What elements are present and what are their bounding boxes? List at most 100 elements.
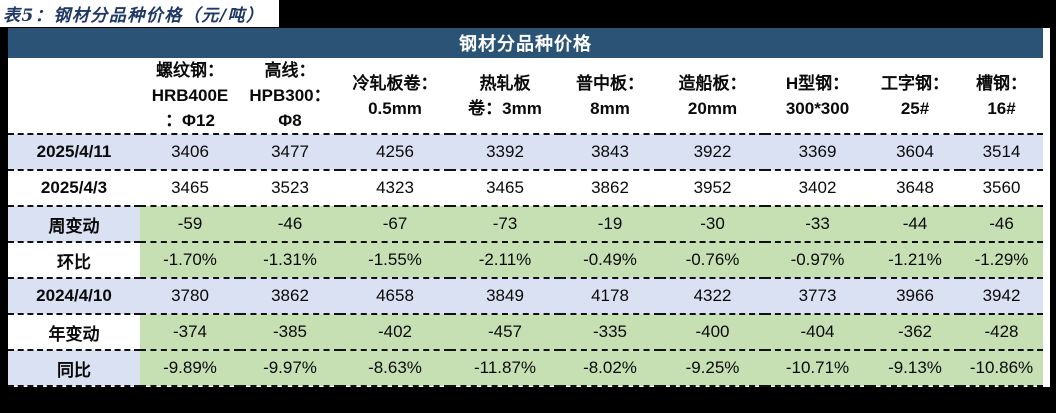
- column-header-luowengang: 螺纹钢： HRB400E ：Φ12: [140, 58, 240, 135]
- price-cell: 4256: [340, 134, 450, 171]
- price-cell: -385: [240, 314, 340, 351]
- price-cell: -404: [765, 314, 870, 351]
- price-cell: 3369: [765, 134, 870, 171]
- price-cell: 4323: [340, 170, 450, 207]
- column-header-line: 槽钢：: [976, 73, 1027, 93]
- column-header-gaoxian: 高线： HPB300： Φ8: [240, 58, 340, 135]
- steel-price-table: 钢材分品种价格 螺纹钢： HRB400E ：Φ12 高线： HPB300： Φ8 冷轧板卷：…: [8, 28, 1050, 387]
- price-cell: 3780: [140, 278, 240, 315]
- price-cell: 3849: [450, 278, 560, 315]
- price-cell: 3406: [140, 134, 240, 171]
- column-header-line: 工字钢：: [881, 73, 949, 93]
- price-cell: -11.87%: [450, 350, 560, 387]
- price-cell: -1.31%: [240, 242, 340, 279]
- row-label: 2024/4/10: [8, 278, 140, 315]
- price-cell: 3922: [660, 134, 765, 171]
- corner-cell: [8, 58, 140, 135]
- table-body: 2025/4/11 3406 3477 4256 3392 3843 3922 3369 360…: [8, 134, 1043, 387]
- column-header-line: 螺纹钢：: [156, 61, 224, 80]
- price-cell: 3952: [660, 170, 765, 207]
- row-label: 同比: [8, 350, 140, 387]
- price-cell: 3604: [870, 134, 960, 171]
- column-header-line: 16#: [987, 98, 1016, 118]
- price-cell: -67: [340, 206, 450, 243]
- price-cell: -400: [660, 314, 765, 351]
- price-cell: -9.13%: [870, 350, 960, 387]
- column-header-gongzigang: 工字钢： 25#: [870, 58, 960, 135]
- price-cell: 3942: [960, 278, 1043, 315]
- column-header-line: 热轧板: [479, 73, 531, 93]
- price-cell: -10.86%: [960, 350, 1043, 387]
- column-header-line: 卷：3mm: [468, 98, 542, 118]
- price-cell: -0.49%: [560, 242, 660, 279]
- price-cell: -457: [450, 314, 560, 351]
- price-cell: -1.29%: [960, 242, 1043, 279]
- table-row: 2025/4/11 3406 3477 4256 3392 3843 3922 3369 360…: [8, 134, 1043, 171]
- column-header-line: 普中板：: [576, 73, 644, 93]
- table-row: 同比 -9.89% -9.97% -8.63% -11.87% -8.02% -9.25% -…: [8, 350, 1043, 387]
- price-cell: 3560: [960, 170, 1043, 207]
- column-header-hxinggang: H型钢： 300*300: [765, 58, 870, 135]
- price-cell: -10.71%: [765, 350, 870, 387]
- table-row: 2024/4/10 3780 3862 4658 3849 4178 4322 3773 396…: [8, 278, 1043, 315]
- price-cell: -428: [960, 314, 1043, 351]
- price-cell: -59: [140, 206, 240, 243]
- table-caption-text: 表5：钢材分品种价格（元/吨）: [3, 6, 265, 26]
- price-table-grid: 螺纹钢： HRB400E ：Φ12 高线： HPB300： Φ8 冷轧板卷： 0.5mm 热轧板…: [8, 58, 1043, 387]
- price-cell: -8.02%: [560, 350, 660, 387]
- price-cell: -374: [140, 314, 240, 351]
- price-cell: -8.63%: [340, 350, 450, 387]
- price-cell: -46: [240, 206, 340, 243]
- table-row: 周变动 -59 -46 -67 -73 -19 -30 -33 -44 -46: [8, 206, 1043, 243]
- column-header-line: 25#: [900, 98, 930, 118]
- price-cell: -1.55%: [340, 242, 450, 279]
- column-header-line: 300*300: [785, 98, 850, 118]
- column-header-line: HPB300：: [249, 86, 331, 105]
- column-header-caogang: 槽钢： 16#: [960, 58, 1043, 135]
- price-cell: 3465: [140, 170, 240, 207]
- price-cell: 3477: [240, 134, 340, 171]
- price-cell: 3966: [870, 278, 960, 315]
- column-header-line: HRB400E: [151, 86, 229, 105]
- column-header-line: 8mm: [590, 98, 630, 118]
- column-header-lengzhabanjuan: 冷轧板卷： 0.5mm: [340, 58, 450, 135]
- price-cell: -19: [560, 206, 660, 243]
- price-cell: -335: [560, 314, 660, 351]
- price-cell: -9.25%: [660, 350, 765, 387]
- table-row: 年变动 -374 -385 -402 -457 -335 -400 -404 -362 -428: [8, 314, 1043, 351]
- column-header-line: 高线：: [264, 61, 316, 80]
- row-label: 2025/4/11: [8, 134, 140, 171]
- column-header-puzhongban: 普中板： 8mm: [560, 58, 660, 135]
- price-cell: 3523: [240, 170, 340, 207]
- price-cell: 4322: [660, 278, 765, 315]
- price-cell: 4178: [560, 278, 660, 315]
- price-cell: -9.89%: [140, 350, 240, 387]
- column-header-line: 冷轧板卷：: [352, 73, 438, 93]
- column-header-rezhabanjuan: 热轧板卷：3mm: [450, 58, 560, 135]
- row-label: 年变动: [8, 314, 140, 351]
- table-row: 环比 -1.70% -1.31% -1.55% -2.11% -0.49% -0.76% -0…: [8, 242, 1043, 279]
- column-header-zaochuanban: 造船板： 20mm: [660, 58, 765, 135]
- price-cell: -1.70%: [140, 242, 240, 279]
- price-cell: 3465: [450, 170, 560, 207]
- table-header-row: 螺纹钢： HRB400E ：Φ12 高线： HPB300： Φ8 冷轧板卷： 0.5mm 热轧板…: [8, 58, 1043, 135]
- price-cell: -46: [960, 206, 1043, 243]
- price-cell: 3402: [765, 170, 870, 207]
- table-title-bar: 钢材分品种价格: [8, 28, 1043, 58]
- price-cell: -73: [450, 206, 560, 243]
- price-cell: -0.97%: [765, 242, 870, 279]
- price-cell: -1.21%: [870, 242, 960, 279]
- table-caption: 表5：钢材分品种价格（元/吨）: [0, 0, 279, 27]
- column-header-line: 20mm: [687, 98, 738, 118]
- price-cell: 3648: [870, 170, 960, 207]
- price-cell: -362: [870, 314, 960, 351]
- price-cell: 3773: [765, 278, 870, 315]
- price-cell: -402: [340, 314, 450, 351]
- column-header-line: Φ8: [278, 111, 302, 130]
- price-cell: -33: [765, 206, 870, 243]
- price-cell: -0.76%: [660, 242, 765, 279]
- price-cell: 3862: [560, 170, 660, 207]
- price-cell: 3392: [450, 134, 560, 171]
- price-cell: 4658: [340, 278, 450, 315]
- column-header-line: ：Φ12: [165, 111, 215, 130]
